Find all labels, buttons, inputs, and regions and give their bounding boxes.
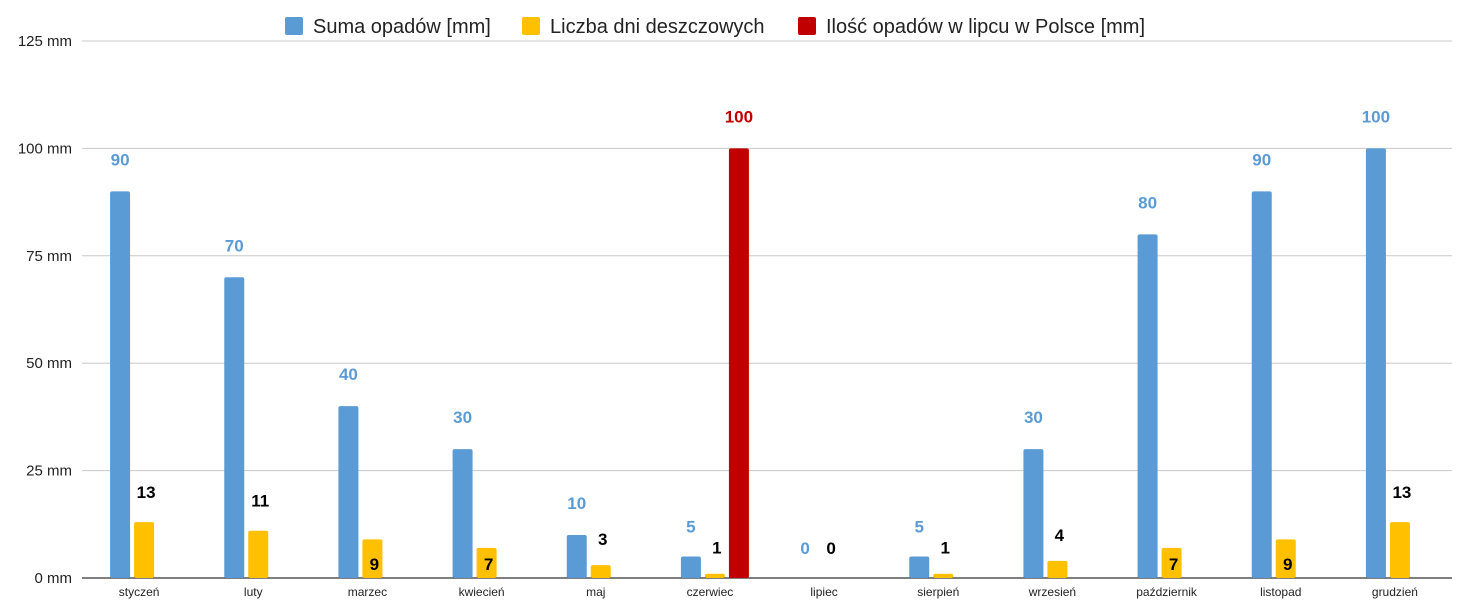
data-label: 10 [567,494,586,513]
bar [909,556,930,578]
legend-swatch [798,17,816,35]
data-label: 1 [941,539,950,558]
y-axis: 0 mm 25 mm 50 mm 75 mm 100 mm 125 mm [18,33,72,587]
y-tick-label: 125 mm [18,33,72,50]
data-label: 5 [686,518,695,537]
bar [1389,522,1410,578]
bar [362,539,383,578]
x-tick-label: październik [1136,585,1198,599]
bar [1161,547,1182,578]
gridlines [82,40,1452,579]
legend: Suma opadów [mm] Liczba dni deszczowych Il… [285,16,1145,38]
data-label: 4 [1055,526,1065,545]
bar [933,573,954,578]
x-tick-label: wrzesień [1028,585,1076,599]
bar [224,277,245,578]
data-label: 7 [1169,555,1178,574]
bar [134,522,155,578]
legend-item: Suma opadów [mm] [285,16,491,38]
legend-item: Ilość opadów w lipcu w Polsce [mm] [798,16,1145,38]
bar [728,148,749,578]
bar [680,556,701,578]
x-tick-label: styczeń [119,585,160,599]
y-tick-label: 25 mm [26,463,72,480]
data-label: 100 [1362,107,1390,126]
data-label: 100 [725,107,753,126]
data-label: 7 [484,555,493,574]
data-label: 1 [712,539,721,558]
data-label: 11 [251,492,269,511]
legend-label: Ilość opadów w lipcu w Polsce [mm] [826,16,1145,38]
x-tick-label: lipiec [810,585,837,599]
bar [476,547,497,578]
x-tick-label: listopad [1260,585,1301,599]
bar [1137,234,1158,578]
x-tick-label: maj [586,585,605,599]
y-tick-label: 100 mm [18,140,72,157]
legend-swatch [285,17,303,35]
bar [1023,449,1044,578]
legend-label: Suma opadów [mm] [313,16,491,38]
bar [452,449,473,578]
x-tick-label: kwiecień [459,585,505,599]
bar [566,535,587,578]
data-label: 80 [1138,193,1157,212]
bar [248,530,269,578]
data-label: 9 [1283,555,1292,574]
bar [1365,148,1386,578]
legend-swatch [522,17,540,35]
data-label: 90 [1252,150,1271,169]
x-axis: styczeń luty marzec kwiecień maj czerwiec lipi… [119,585,1418,599]
x-tick-label: grudzień [1372,585,1418,599]
bar [1251,191,1272,579]
x-tick-label: sierpień [917,585,959,599]
data-label: 30 [453,408,472,427]
bar [338,406,359,578]
data-label: 90 [111,150,130,169]
x-tick-label: czerwiec [687,585,734,599]
bar [110,191,131,579]
bar [1047,560,1068,578]
data-label: 13 [137,483,156,502]
x-tick-label: marzec [348,585,387,599]
legend-label: Liczba dni deszczowych [550,16,765,38]
data-label: 0 [826,539,835,558]
bars [110,148,1410,579]
data-label: 9 [370,555,379,574]
data-label: 13 [1392,483,1411,502]
legend-item: Liczba dni deszczowych [522,16,765,38]
data-label: 0 [800,539,809,558]
data-label: 70 [225,236,244,255]
bar [1275,539,1296,578]
x-tick-label: luty [244,585,263,599]
data-label: 30 [1024,408,1043,427]
y-tick-label: 0 mm [35,570,73,587]
y-tick-label: 75 mm [26,248,72,265]
y-tick-label: 50 mm [26,355,72,372]
data-label: 5 [915,518,924,537]
bar [590,565,611,578]
data-label: 3 [598,530,607,549]
data-label: 40 [339,365,358,384]
bar [704,573,725,578]
